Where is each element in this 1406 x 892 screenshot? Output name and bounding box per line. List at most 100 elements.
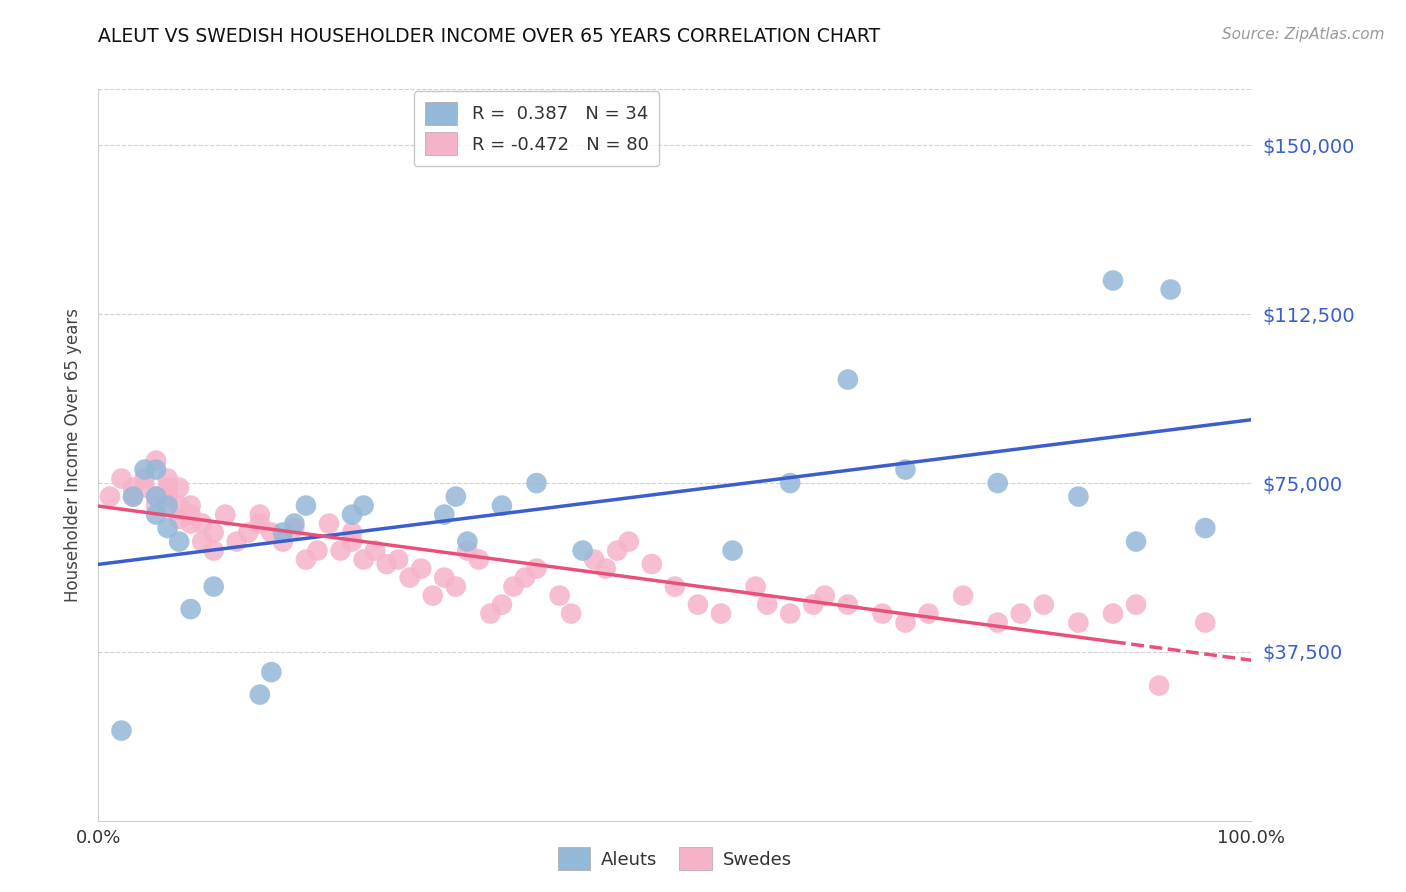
Point	[1160, 283, 1182, 297]
Point	[271, 534, 294, 549]
Point	[779, 476, 801, 491]
Point	[744, 580, 766, 594]
Point	[307, 543, 329, 558]
Point	[353, 552, 375, 566]
Point	[364, 543, 387, 558]
Point	[145, 490, 167, 504]
Point	[513, 571, 536, 585]
Point	[98, 490, 121, 504]
Point	[134, 481, 156, 495]
Point	[340, 525, 363, 540]
Point	[283, 516, 305, 531]
Point	[664, 580, 686, 594]
Point	[837, 598, 859, 612]
Point	[260, 665, 283, 679]
Point	[167, 499, 190, 513]
Text: Source: ZipAtlas.com: Source: ZipAtlas.com	[1222, 27, 1385, 42]
Point	[214, 508, 236, 522]
Point	[444, 580, 467, 594]
Point	[191, 516, 214, 531]
Point	[318, 516, 340, 531]
Point	[433, 571, 456, 585]
Point	[502, 580, 524, 594]
Point	[156, 471, 179, 485]
Point	[167, 481, 190, 495]
Point	[122, 490, 145, 504]
Point	[260, 525, 283, 540]
Point	[340, 534, 363, 549]
Point	[686, 598, 709, 612]
Point	[249, 688, 271, 702]
Point	[479, 607, 502, 621]
Point	[1125, 598, 1147, 612]
Point	[721, 543, 744, 558]
Point	[180, 508, 202, 522]
Point	[387, 552, 409, 566]
Point	[122, 481, 145, 495]
Point	[329, 543, 352, 558]
Point	[180, 516, 202, 531]
Y-axis label: Householder Income Over 65 years: Householder Income Over 65 years	[63, 308, 82, 602]
Point	[110, 723, 132, 738]
Point	[295, 499, 318, 513]
Point	[583, 552, 606, 566]
Point	[167, 512, 190, 526]
Point	[145, 490, 167, 504]
Point	[156, 521, 179, 535]
Point	[145, 462, 167, 476]
Point	[134, 462, 156, 476]
Point	[1125, 534, 1147, 549]
Point	[180, 499, 202, 513]
Point	[202, 580, 225, 594]
Point	[468, 552, 491, 566]
Point	[1194, 615, 1216, 630]
Point	[225, 534, 247, 549]
Point	[1032, 598, 1054, 612]
Point	[456, 534, 478, 549]
Point	[340, 508, 363, 522]
Point	[1102, 607, 1125, 621]
Point	[987, 476, 1010, 491]
Legend: Aleuts, Swedes: Aleuts, Swedes	[547, 836, 803, 881]
Point	[283, 521, 305, 535]
Point	[156, 499, 179, 513]
Point	[872, 607, 894, 621]
Point	[756, 598, 779, 612]
Point	[595, 561, 617, 575]
Point	[606, 543, 628, 558]
Text: ALEUT VS SWEDISH HOUSEHOLDER INCOME OVER 65 YEARS CORRELATION CHART: ALEUT VS SWEDISH HOUSEHOLDER INCOME OVER…	[98, 27, 880, 45]
Point	[641, 557, 664, 571]
Point	[202, 543, 225, 558]
Point	[837, 372, 859, 386]
Point	[571, 543, 593, 558]
Point	[491, 499, 513, 513]
Point	[1067, 490, 1090, 504]
Point	[249, 508, 271, 522]
Point	[456, 543, 478, 558]
Point	[894, 462, 917, 476]
Point	[1147, 679, 1170, 693]
Point	[617, 534, 640, 549]
Point	[191, 534, 214, 549]
Point	[375, 557, 398, 571]
Point	[548, 589, 571, 603]
Point	[145, 453, 167, 467]
Point	[156, 481, 179, 495]
Point	[917, 607, 939, 621]
Point	[145, 508, 167, 522]
Point	[526, 476, 548, 491]
Point	[710, 607, 733, 621]
Point	[180, 602, 202, 616]
Point	[353, 499, 375, 513]
Point	[122, 490, 145, 504]
Point	[433, 508, 456, 522]
Point	[952, 589, 974, 603]
Point	[271, 525, 294, 540]
Point	[110, 471, 132, 485]
Point	[894, 615, 917, 630]
Point	[202, 525, 225, 540]
Point	[801, 598, 824, 612]
Point	[987, 615, 1010, 630]
Point	[249, 516, 271, 531]
Point	[814, 589, 837, 603]
